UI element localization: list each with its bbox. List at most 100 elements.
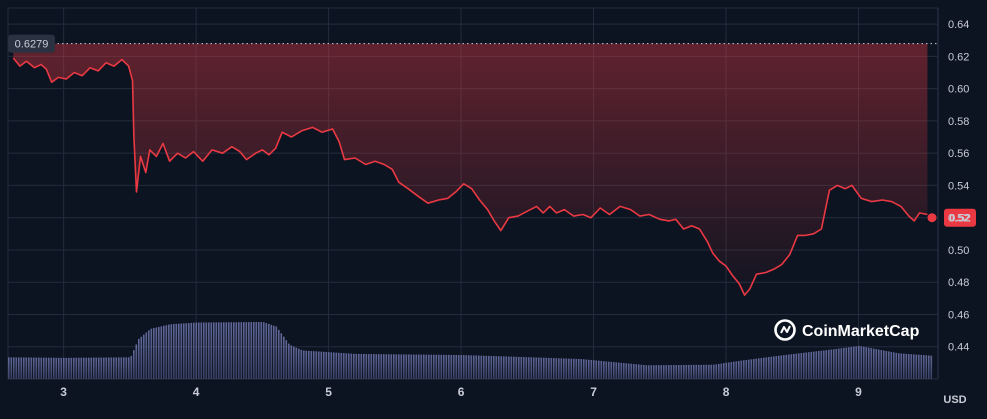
volume-bar — [33, 357, 35, 379]
volume-bar — [8, 357, 10, 379]
volume-bar — [678, 365, 680, 379]
volume-bar — [605, 361, 608, 379]
volume-bar — [613, 362, 615, 379]
volume-bar — [373, 354, 375, 379]
volume-bar — [138, 338, 140, 379]
volume-bar — [135, 344, 138, 379]
volume-bar — [370, 354, 373, 379]
volume-bar — [413, 354, 415, 379]
volume-bar — [730, 362, 733, 379]
volume-bar — [840, 348, 843, 379]
volume-bar — [753, 358, 755, 379]
axes: 0.44 0.46 0.48 0.50 0.52 0.54 0.56 0.58 0.60 0.62… — [60, 19, 969, 406]
volume-bar — [330, 352, 333, 379]
volume-bar — [780, 355, 783, 379]
volume-bar — [865, 347, 868, 379]
volume-bar — [333, 352, 335, 379]
volume-bar — [255, 322, 258, 379]
volume-bar — [348, 353, 350, 379]
volume-bar — [300, 349, 303, 379]
volume-bar — [658, 365, 660, 379]
volume-bar — [785, 354, 788, 379]
volume-bar — [208, 322, 210, 379]
volume-bar — [328, 352, 330, 379]
volume-bar — [920, 354, 923, 379]
volume-bar — [235, 322, 238, 379]
volume-bar — [203, 322, 205, 379]
volume-bar — [470, 355, 473, 379]
x-tick-label: 8 — [723, 385, 730, 399]
volume-bar — [15, 357, 18, 379]
volume-bar — [275, 326, 278, 379]
volume-bar — [205, 322, 208, 379]
volume-bar — [758, 358, 760, 379]
volume-bar — [313, 351, 315, 379]
volume-bar — [213, 322, 215, 379]
volume-bar — [93, 357, 95, 379]
volume-bar — [890, 351, 893, 379]
x-tick-label: 6 — [458, 385, 465, 399]
volume-bar — [268, 323, 270, 379]
volume-bar — [355, 353, 358, 379]
volume-bars — [8, 322, 933, 379]
volume-bar — [838, 348, 840, 379]
volume-bar — [318, 351, 320, 379]
volume-bar — [455, 355, 458, 379]
volume-bar — [773, 356, 775, 379]
volume-bar — [783, 355, 785, 379]
volume-bar — [548, 357, 550, 379]
volume-bar — [385, 354, 388, 379]
volume-bar — [463, 355, 465, 379]
volume-bar — [118, 357, 120, 379]
coinmarketcap-watermark: CoinMarketCap — [774, 319, 920, 341]
volume-bar — [495, 356, 498, 379]
volume-bar — [668, 365, 670, 379]
volume-bar — [290, 345, 293, 379]
volume-bar — [183, 323, 185, 379]
volume-bar — [48, 357, 50, 379]
volume-bar — [545, 357, 548, 379]
volume-bar — [473, 355, 475, 379]
x-tick-label: 3 — [60, 385, 67, 399]
volume-bar — [603, 361, 605, 379]
volume-bar — [528, 357, 530, 379]
volume-bar — [168, 324, 170, 379]
volume-bar — [643, 364, 645, 379]
volume-bar — [533, 357, 535, 379]
volume-bar — [728, 362, 730, 379]
volume-bar — [98, 357, 100, 379]
current-price-label: 0.52 — [949, 213, 970, 225]
y-unit-label: USD — [943, 394, 966, 406]
volume-bar — [595, 360, 598, 379]
volume-bar — [558, 358, 560, 379]
volume-bar — [428, 354, 430, 379]
volume-bar — [760, 358, 763, 379]
volume-bar — [433, 354, 435, 379]
volume-bar — [343, 353, 345, 379]
volume-bar — [820, 350, 823, 379]
volume-bar — [480, 355, 483, 379]
volume-bar — [153, 328, 155, 379]
volume-bar — [160, 326, 163, 379]
volume-bar — [705, 364, 708, 379]
volume-bar — [738, 360, 740, 379]
volume-bar — [65, 357, 68, 379]
volume-bar — [493, 356, 495, 379]
volume-bar — [790, 354, 793, 379]
volume-bar — [565, 358, 568, 379]
volume-bar — [283, 336, 285, 379]
volume-bar — [220, 322, 223, 379]
current-price-badge — [944, 208, 976, 227]
volume-bar — [445, 354, 448, 379]
volume-bar — [278, 329, 280, 379]
volume-bar — [380, 354, 383, 379]
volume-bar — [340, 352, 343, 379]
volume-bar — [825, 350, 828, 379]
volume-bar — [710, 364, 713, 379]
volume-bar — [323, 351, 325, 379]
volume-bar — [843, 347, 845, 379]
volume-bar — [855, 346, 858, 379]
volume-bar — [425, 354, 428, 379]
volume-bar — [273, 325, 275, 379]
volume-bar — [923, 355, 925, 379]
